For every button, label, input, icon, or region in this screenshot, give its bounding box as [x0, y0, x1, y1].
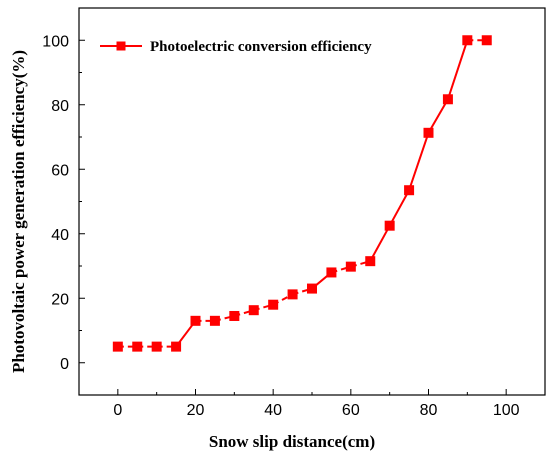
data-point: [190, 315, 201, 326]
data-point: [423, 127, 434, 138]
x-tick-label: 100: [493, 402, 520, 419]
series-line-segment: [408, 132, 430, 191]
data-point: [326, 267, 337, 278]
y-tick-label: 40: [51, 227, 69, 244]
axes: [78, 7, 546, 396]
y-tick-label: 100: [42, 33, 69, 50]
legend: Photoelectric conversion efficiency: [100, 39, 372, 55]
x-tick-label: 20: [187, 402, 205, 419]
data-point: [209, 315, 220, 326]
data-point: [132, 341, 143, 352]
data-point: [481, 35, 492, 46]
x-tick-label: 60: [342, 402, 360, 419]
data-point: [287, 289, 298, 300]
data-point: [442, 94, 453, 105]
x-axis-title: Snow slip distance(cm): [209, 432, 375, 451]
data-point: [345, 261, 356, 272]
data-point: [151, 341, 162, 352]
y-tick-label: 80: [51, 98, 69, 115]
series-line-segment: [446, 39, 469, 100]
data-point: [384, 220, 395, 231]
plot-frame: [78, 7, 546, 396]
legend-label: Photoelectric conversion efficiency: [150, 39, 372, 55]
ticks: 0 20 40 60 80 100 0 20 40 60 80 100: [42, 33, 519, 419]
y-tick-label: 20: [51, 291, 69, 308]
series-line-segment: [388, 189, 410, 227]
legend-marker: [116, 41, 126, 51]
data-point: [229, 310, 240, 321]
data-point: [171, 341, 182, 352]
y-tick-label: 0: [60, 356, 69, 373]
data-point: [307, 283, 317, 294]
data-point: [404, 185, 415, 196]
y-tick-label: 60: [51, 162, 69, 179]
series: [112, 35, 492, 352]
data-point: [365, 256, 376, 267]
data-point: [268, 299, 279, 310]
x-tick-label: 80: [420, 402, 438, 419]
series-line-segment: [369, 225, 391, 262]
series-line-segment: [427, 98, 449, 134]
data-point: [248, 305, 259, 316]
data-point: [462, 35, 473, 46]
data-point: [112, 341, 123, 352]
x-tick-label: 40: [264, 402, 282, 419]
y-axis-title: Photovoltaic power generation efficiency…: [9, 50, 28, 373]
x-tick-label: 0: [113, 402, 122, 419]
